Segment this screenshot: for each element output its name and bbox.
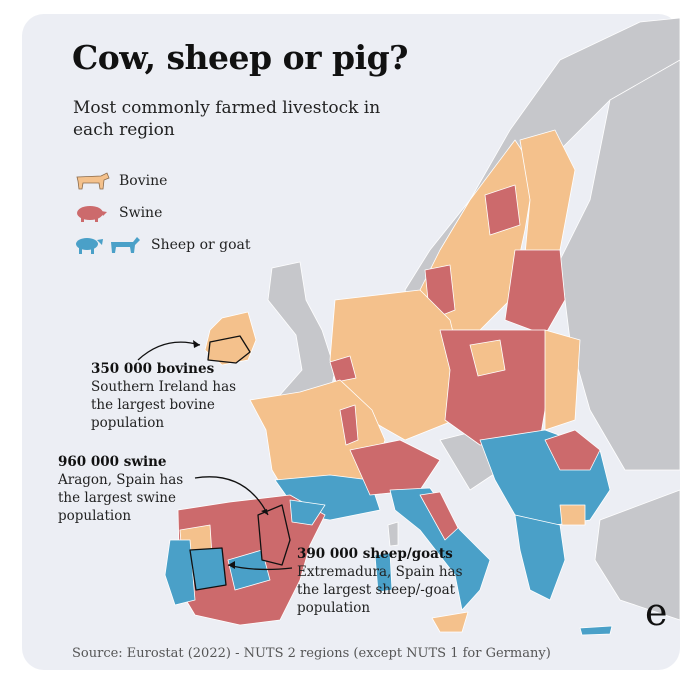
region-sicily <box>431 611 469 633</box>
annotation-aragon-text: Aragon, Spain has the largest swine popu… <box>58 472 184 524</box>
page-title: Cow, sheep or pig? <box>72 38 409 77</box>
region-corsica <box>387 521 399 547</box>
region-sardinia <box>374 552 393 593</box>
region-uk <box>267 261 336 406</box>
legend-label-swine: Swine <box>119 205 163 221</box>
region-aragon <box>257 504 291 566</box>
region-benelux-swine <box>329 355 357 383</box>
region-castilla-la-mancha <box>227 549 271 591</box>
annotation-extremadura-headline: 390 000 sheep/goats <box>297 546 453 562</box>
legend-label-bovine: Bovine <box>119 173 168 189</box>
region-romania-east <box>544 329 581 431</box>
region-balkans-swine <box>544 429 601 471</box>
annotation-extremadura: 390 000 sheep/goats Extremadura, Spain h… <box>297 545 472 617</box>
legend-item-bovine: Bovine <box>73 165 251 197</box>
region-turkey <box>594 489 681 621</box>
arrow-aragon <box>194 476 269 516</box>
pig-icon <box>77 206 107 222</box>
annotation-aragon: 960 000 swine Aragon, Spain has the larg… <box>58 453 208 525</box>
annotation-aragon-headline: 960 000 swine <box>58 454 167 470</box>
region-france-swine <box>339 404 359 446</box>
cow-icon <box>76 172 110 190</box>
region-alps-swine <box>349 439 441 496</box>
legend-item-swine: Swine <box>73 197 251 229</box>
region-catalonia <box>289 499 326 526</box>
legend: Bovine Swine Sheep or goat <box>73 165 251 261</box>
publisher-logo: e <box>645 590 668 634</box>
region-italy-swine <box>419 491 459 541</box>
region-bulgaria-bovine <box>559 504 586 526</box>
region-portugal <box>164 539 196 606</box>
region-baltics <box>504 249 566 336</box>
region-poland-bovine <box>469 339 506 377</box>
region-southern-ireland <box>207 335 251 364</box>
region-greece <box>514 514 566 601</box>
sheep-goat-icon <box>76 237 140 254</box>
annotation-extremadura-text: Extremadura, Spain has the largest sheep… <box>297 564 463 616</box>
region-extremadura <box>189 547 227 591</box>
region-russia-east <box>559 59 681 471</box>
source-note: Source: Eurostat (2022) - NUTS 2 regions… <box>72 646 551 661</box>
legend-label-sheep-goat: Sheep or goat <box>151 237 251 253</box>
region-crete <box>579 625 613 636</box>
annotation-ireland: 350 000 bovines Southern Ireland has the… <box>91 360 261 432</box>
page-subtitle: Most commonly farmed livestock in each r… <box>73 98 381 140</box>
arrow-ireland <box>137 341 201 361</box>
annotation-ireland-headline: 350 000 bovines <box>91 361 215 377</box>
annotation-ireland-text: Southern Ireland has the largest bovine … <box>91 379 237 431</box>
legend-item-sheep-goat: Sheep or goat <box>73 229 251 261</box>
